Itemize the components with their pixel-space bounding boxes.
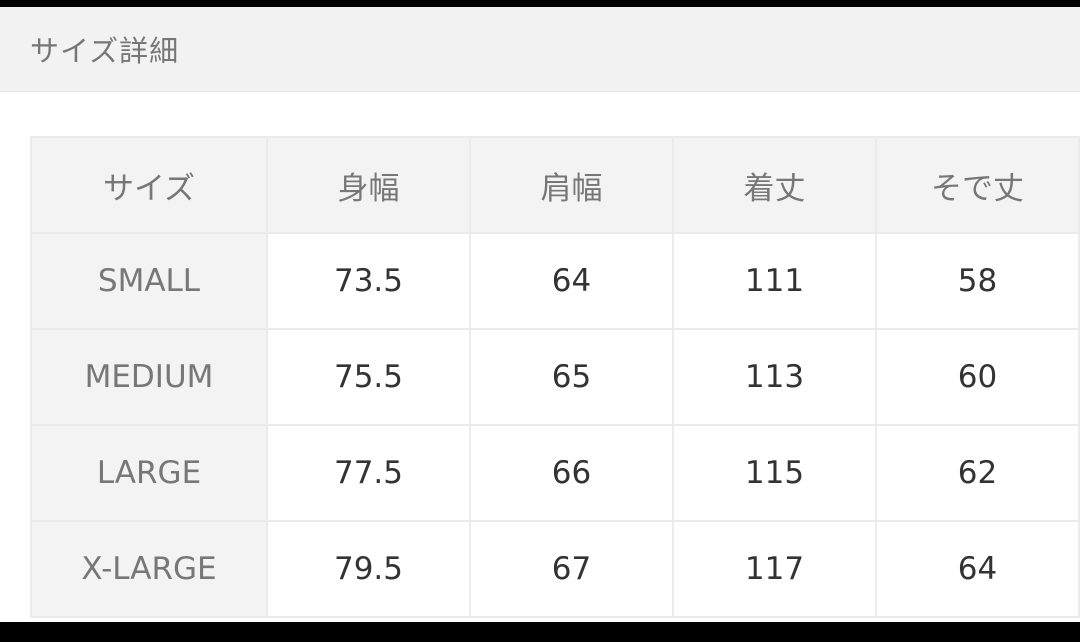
measurement-cell: 62 xyxy=(875,424,1080,522)
measurement-cell: 60 xyxy=(875,328,1080,426)
table-row: LARGE 77.5 66 115 62 xyxy=(30,424,1080,522)
measurement-cell: 111 xyxy=(672,232,877,330)
measurement-cell: 113 xyxy=(672,328,877,426)
column-header: 身幅 xyxy=(266,136,471,234)
measurement-cell: 65 xyxy=(469,328,674,426)
column-header: 着丈 xyxy=(672,136,877,234)
table-row: X-LARGE 79.5 67 117 64 xyxy=(30,520,1080,618)
section-title: サイズ詳細 xyxy=(30,34,180,68)
size-label: LARGE xyxy=(30,424,268,522)
table-header-row: サイズ 身幅 肩幅 着丈 そで丈 xyxy=(30,136,1080,234)
screen: サイズ詳細 サイズ 身幅 肩幅 着丈 そで丈 SMALL 73.5 64 111 58 M… xyxy=(0,7,1080,622)
section-header: サイズ詳細 xyxy=(0,7,1080,92)
table-row: MEDIUM 75.5 65 113 60 xyxy=(30,328,1080,426)
column-header: そで丈 xyxy=(875,136,1080,234)
measurement-cell: 79.5 xyxy=(266,520,471,618)
measurement-cell: 77.5 xyxy=(266,424,471,522)
size-label: SMALL xyxy=(30,232,268,330)
measurement-cell: 75.5 xyxy=(266,328,471,426)
measurement-cell: 67 xyxy=(469,520,674,618)
size-label: MEDIUM xyxy=(30,328,268,426)
column-header: サイズ xyxy=(30,136,268,234)
measurement-cell: 73.5 xyxy=(266,232,471,330)
measurement-cell: 58 xyxy=(875,232,1080,330)
size-table: サイズ 身幅 肩幅 着丈 そで丈 SMALL 73.5 64 111 58 MEDIUM 7… xyxy=(30,136,1080,618)
measurement-cell: 64 xyxy=(469,232,674,330)
measurement-cell: 117 xyxy=(672,520,877,618)
measurement-cell: 64 xyxy=(875,520,1080,618)
table-row: SMALL 73.5 64 111 58 xyxy=(30,232,1080,330)
size-label: X-LARGE xyxy=(30,520,268,618)
measurement-cell: 66 xyxy=(469,424,674,522)
column-header: 肩幅 xyxy=(469,136,674,234)
measurement-cell: 115 xyxy=(672,424,877,522)
